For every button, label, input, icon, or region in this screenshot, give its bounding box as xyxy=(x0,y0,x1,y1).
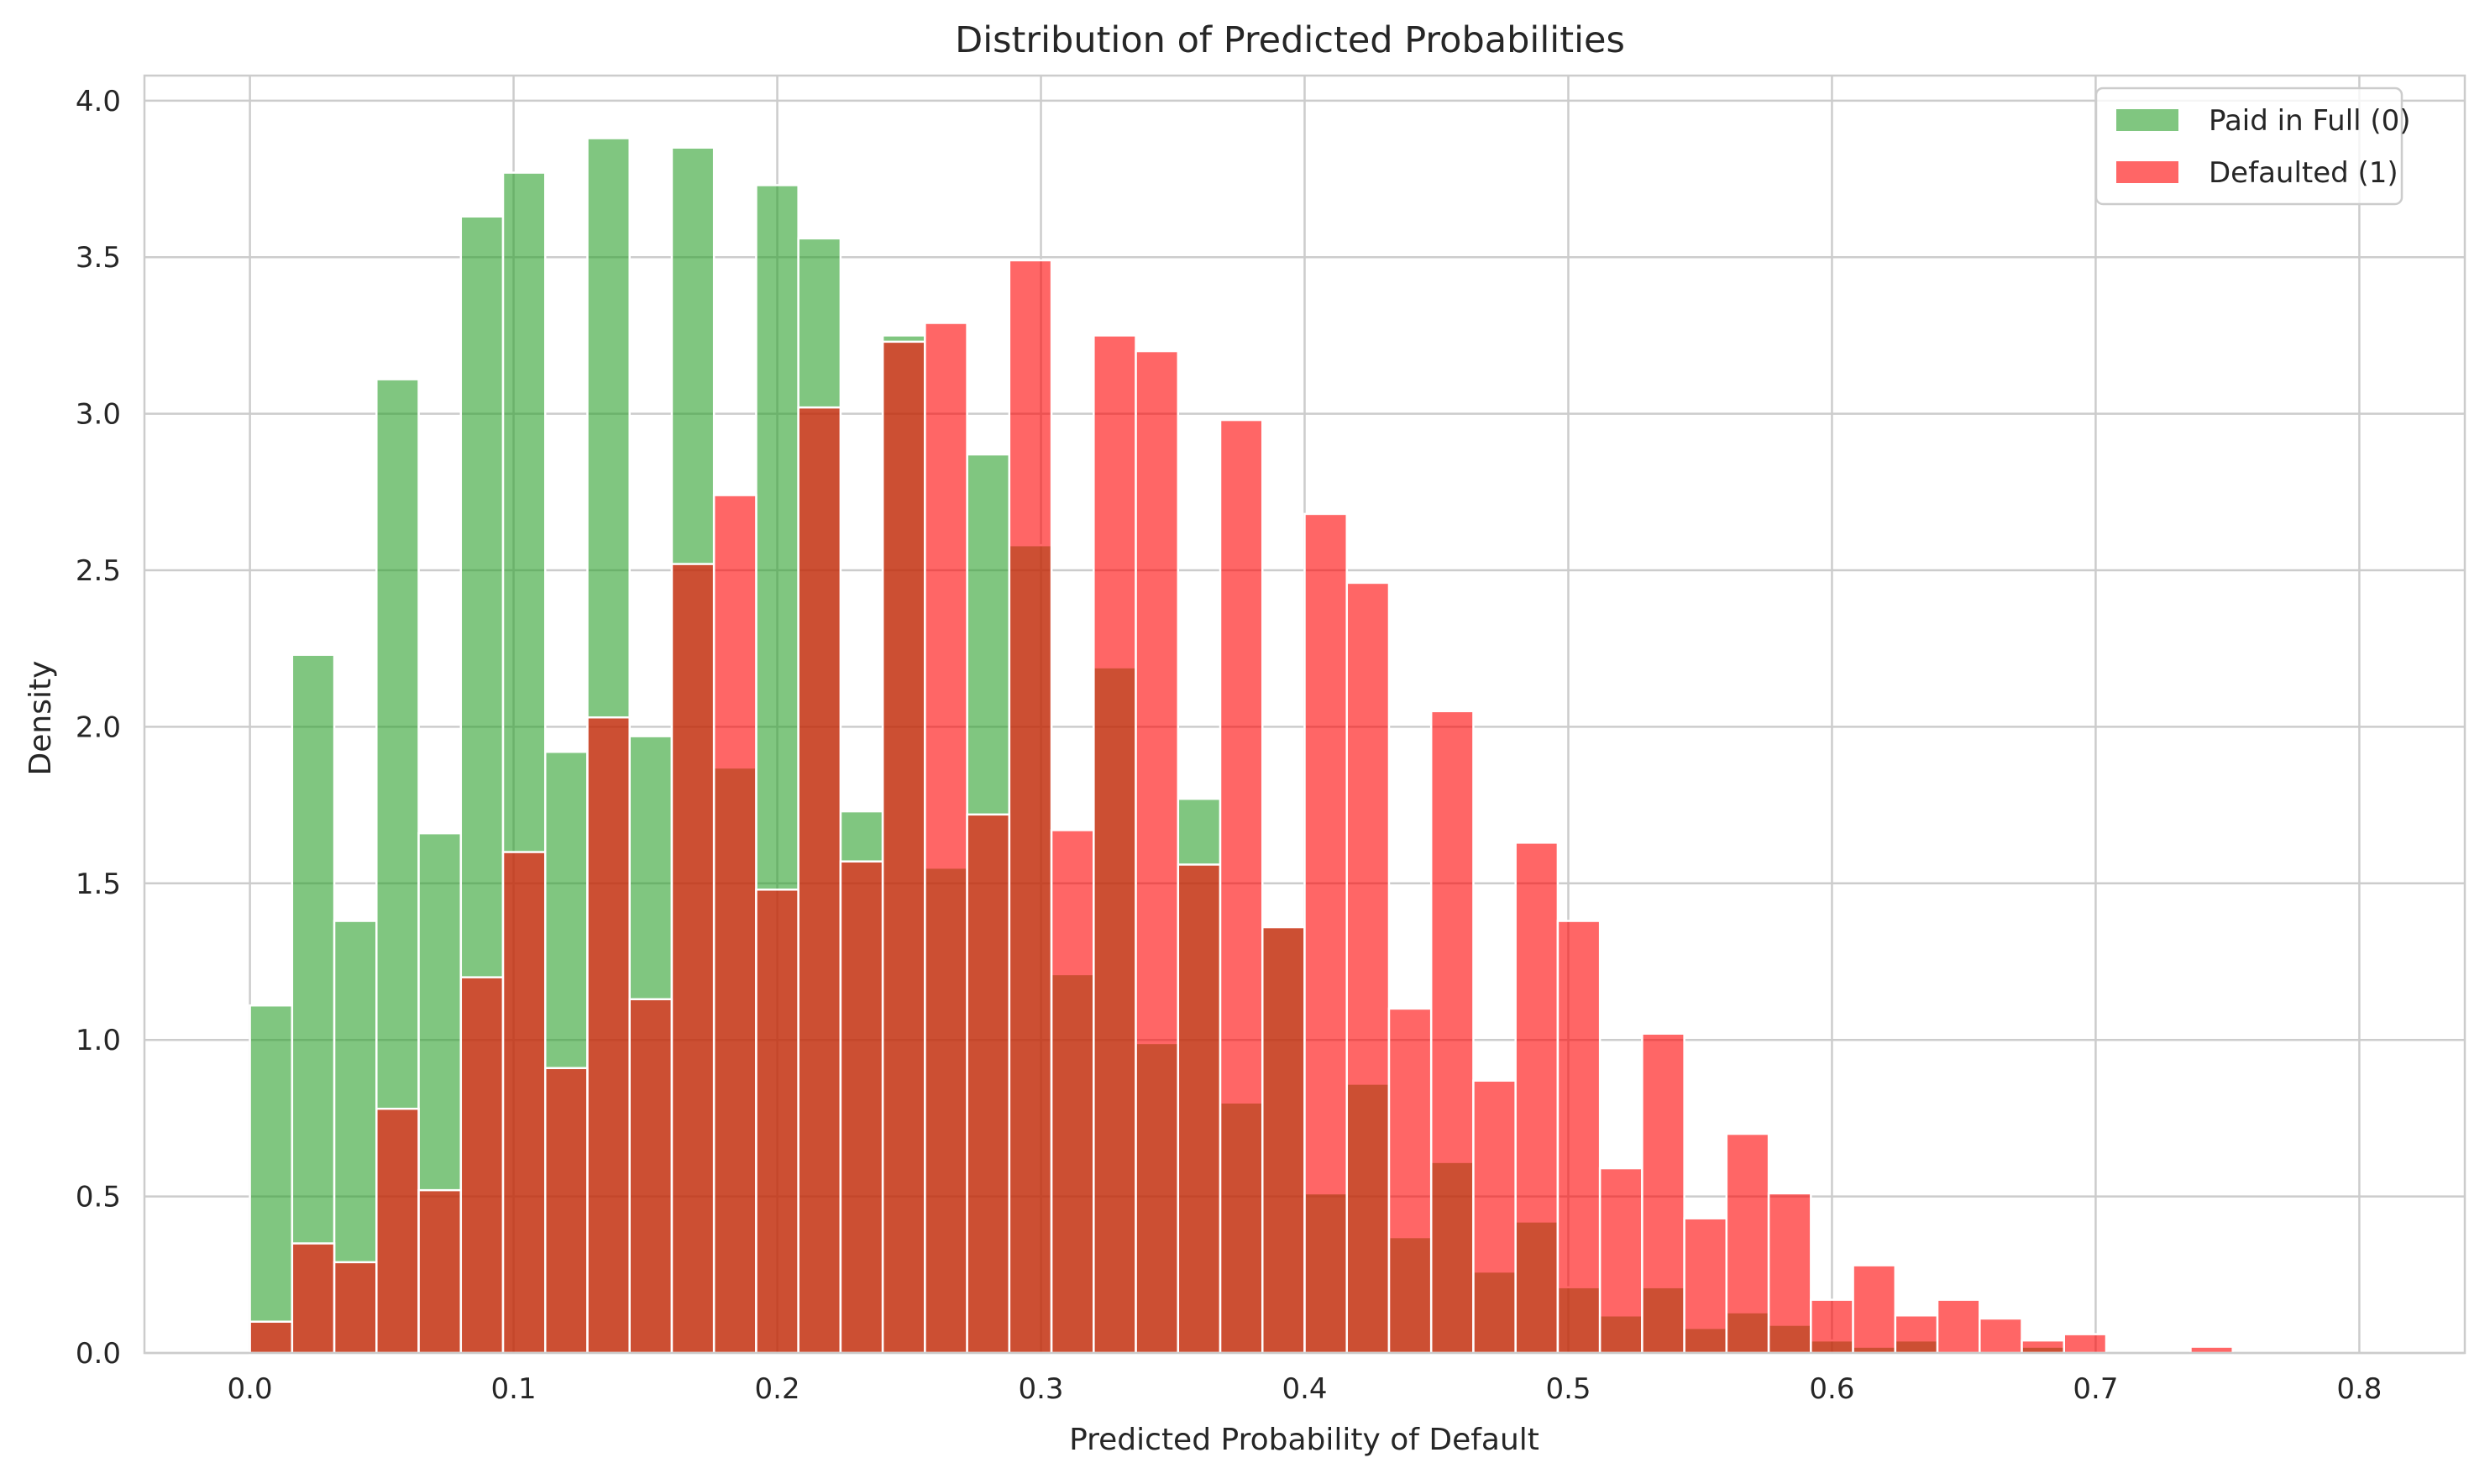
x-tick-label: 0.7 xyxy=(2073,1372,2118,1406)
bar-defaulted xyxy=(839,860,884,1355)
bar-defaulted xyxy=(1050,829,1095,1355)
bar-defaulted xyxy=(1556,920,1601,1355)
bar-defaulted xyxy=(417,1188,463,1355)
y-axis-label: Density xyxy=(24,661,58,776)
bar-defaulted xyxy=(1429,710,1475,1355)
y-tick-label: 1.5 xyxy=(76,868,121,901)
ticks-layer: 0.0 0.1 0.2 0.3 0.4 0.5 0.6 0.7 0.8 0.0 0.5 1.0 1.5 2… xyxy=(76,85,2383,1406)
x-tick-label: 0.3 xyxy=(1018,1372,1063,1406)
bar-defaulted xyxy=(2063,1333,2108,1355)
bar-defaulted xyxy=(1852,1264,1897,1355)
bar-defaulted xyxy=(333,1261,378,1355)
bar-defaulted xyxy=(2021,1339,2066,1355)
bar-defaulted xyxy=(1598,1167,1643,1355)
series-defaulted xyxy=(249,259,2234,1355)
x-tick-label: 0.5 xyxy=(1545,1372,1591,1406)
bar-defaulted xyxy=(1093,334,1137,1355)
bar-defaulted xyxy=(501,851,547,1355)
bar-defaulted xyxy=(628,998,674,1355)
bar-defaulted xyxy=(1767,1192,1812,1355)
bar-defaulted xyxy=(1261,926,1306,1355)
x-tick-label: 0.1 xyxy=(491,1372,537,1406)
bar-defaulted xyxy=(881,340,926,1355)
plot-frame xyxy=(143,74,2466,1355)
y-tick-label: 3.0 xyxy=(76,398,121,432)
bar-defaulted xyxy=(1008,259,1053,1355)
bar-defaulted xyxy=(1219,418,1264,1355)
legend-label-paid: Paid in Full (0) xyxy=(2209,104,2411,138)
bar-defaulted xyxy=(1303,512,1348,1355)
bar-defaulted xyxy=(1514,842,1560,1355)
bar-defaulted xyxy=(543,1067,589,1355)
bar-defaulted xyxy=(1683,1217,1728,1355)
bar-defaulted xyxy=(1979,1317,2023,1355)
bar-defaulted xyxy=(1810,1298,1854,1355)
y-tick-label: 4.0 xyxy=(76,85,121,118)
bar-defaulted xyxy=(797,406,842,1355)
legend-swatch-defaulted xyxy=(2116,161,2178,183)
bar-defaulted xyxy=(249,1320,294,1355)
x-tick-label: 0.6 xyxy=(1809,1372,1854,1406)
bar-defaulted xyxy=(712,494,757,1355)
bar-defaulted xyxy=(459,976,505,1355)
bar-defaulted xyxy=(924,322,968,1355)
bar-paid-in-full xyxy=(249,1004,294,1355)
bar-defaulted xyxy=(1936,1298,1981,1355)
bar-defaulted xyxy=(586,716,631,1355)
bar-defaulted xyxy=(291,1242,336,1355)
x-tick-label: 0.2 xyxy=(755,1372,800,1406)
bar-defaulted xyxy=(1135,349,1180,1355)
bar-defaulted xyxy=(966,813,1011,1355)
bar-defaulted xyxy=(1177,863,1222,1355)
bar-defaulted xyxy=(375,1107,420,1355)
bar-defaulted xyxy=(1725,1132,1770,1355)
bar-defaulted xyxy=(755,889,799,1355)
y-tick-label: 2.0 xyxy=(76,711,121,744)
bar-defaulted xyxy=(1894,1314,1939,1355)
y-tick-label: 1.0 xyxy=(76,1024,121,1057)
legend: Paid in Full (0) Defaulted (1) xyxy=(2094,87,2411,206)
legend-label-defaulted: Defaulted (1) xyxy=(2209,156,2398,190)
x-tick-label: 0.8 xyxy=(2336,1372,2382,1406)
legend-swatch-paid xyxy=(2116,109,2178,131)
y-tick-label: 0.0 xyxy=(76,1337,121,1371)
bar-defaulted xyxy=(670,563,716,1355)
x-tick-label: 0.0 xyxy=(228,1372,273,1406)
y-tick-label: 0.5 xyxy=(76,1181,121,1214)
x-tick-label: 0.4 xyxy=(1282,1372,1327,1406)
y-tick-label: 2.5 xyxy=(76,554,121,588)
chart-title: Distribution of Predicted Probabilities xyxy=(955,19,1625,61)
bar-defaulted xyxy=(1472,1079,1517,1355)
bar-defaulted xyxy=(1345,581,1391,1355)
y-tick-label: 3.5 xyxy=(76,241,121,275)
bar-defaulted xyxy=(1387,1007,1433,1355)
x-axis-label: Predicted Probability of Default xyxy=(1069,1423,1539,1457)
bar-defaulted xyxy=(1641,1032,1685,1355)
